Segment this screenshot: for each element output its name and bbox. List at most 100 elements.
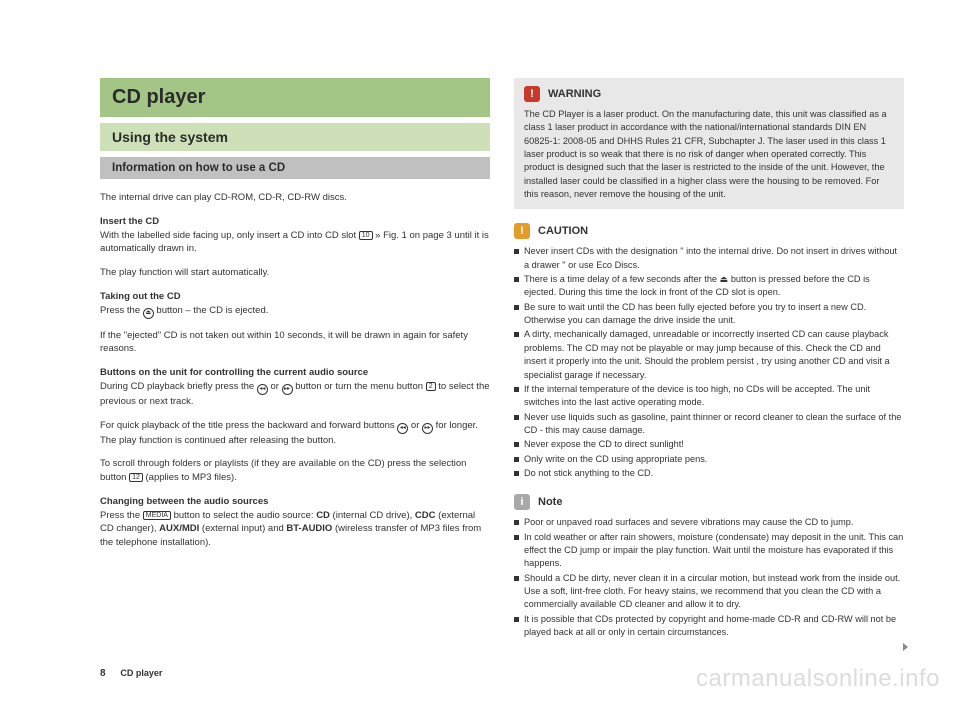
page-footer: 8 CD player: [100, 668, 162, 679]
list-item: Never expose the CD to direct sunlight!: [514, 438, 904, 451]
list-item: Never insert CDs with the designation " …: [514, 245, 904, 272]
list-item: Never use liquids such as gasoline, pain…: [514, 411, 904, 438]
list-item-text: Should a CD be dirty, never clean it in …: [524, 572, 904, 612]
bullet-icon: [514, 387, 519, 392]
forward-icon: ▸▸: [282, 384, 293, 395]
list-item-text: Do not stick anything to the CD.: [524, 467, 653, 480]
bullet-icon: [514, 332, 519, 337]
heading-changing: Changing between the audio sources: [100, 496, 268, 507]
paragraph: Insert the CD With the labelled side fac…: [100, 215, 490, 256]
text: button – the CD is ejected.: [154, 305, 269, 316]
slot-number-icon: 10: [359, 231, 373, 240]
paragraph: Buttons on the unit for controlling the …: [100, 366, 490, 409]
paragraph: For quick playback of the title press th…: [100, 419, 490, 448]
bullet-icon: [514, 442, 519, 447]
list-item-text: Never insert CDs with the designation " …: [524, 245, 904, 272]
media-button-icon: MEDIA: [143, 511, 171, 520]
list-item-text: A dirty, mechanically damaged, unreadabl…: [524, 328, 904, 381]
source-cd: CD: [316, 510, 330, 521]
heading-buttons: Buttons on the unit for controlling the …: [100, 367, 368, 378]
right-column: ! WARNING The CD Player is a laser produ…: [514, 78, 904, 653]
paragraph: Taking out the CD Press the ⏏ button – t…: [100, 290, 490, 319]
list-item-text: In cold weather or after rain showers, m…: [524, 531, 904, 571]
note-icon: i: [514, 494, 530, 510]
text: During CD playback briefly press the: [100, 381, 257, 392]
list-item: Should a CD be dirty, never clean it in …: [514, 572, 904, 612]
text: Press the: [100, 305, 143, 316]
list-item: If the internal temperature of the devic…: [514, 383, 904, 410]
rewind-icon: ◂◂: [397, 423, 408, 434]
list-item-text: It is possible that CDs protected by cop…: [524, 613, 904, 640]
list-item-text: Be sure to wait until the CD has been fu…: [524, 301, 904, 328]
bullet-icon: [514, 415, 519, 420]
text: (applies to MP3 files).: [143, 472, 237, 483]
list-item-text: Never expose the CD to direct sunlight!: [524, 438, 684, 451]
bullet-icon: [514, 617, 519, 622]
footer-chapter: CD player: [120, 668, 162, 678]
list-item: Only write on the CD using appropriate p…: [514, 453, 904, 466]
bullet-icon: [514, 305, 519, 310]
note-header: i Note: [514, 494, 904, 510]
caution-callout: ! CAUTION Never insert CDs with the desi…: [514, 223, 904, 480]
caution-header: ! CAUTION: [514, 223, 904, 239]
watermark: carmanualsonline.info: [696, 665, 940, 693]
warning-callout: ! WARNING The CD Player is a laser produ…: [514, 78, 904, 209]
caution-title: CAUTION: [538, 225, 588, 237]
text: button to select the audio source:: [171, 510, 316, 521]
chapter-title: CD player: [100, 78, 490, 117]
list-item-text: If the internal temperature of the devic…: [524, 383, 904, 410]
paragraph: To scroll through folders or playlists (…: [100, 457, 490, 485]
bullet-icon: [514, 535, 519, 540]
text: button or turn the menu button: [293, 381, 426, 392]
source-bt: BT-AUDIO: [286, 523, 332, 534]
list-item-text: Only write on the CD using appropriate p…: [524, 453, 707, 466]
continue-arrow-icon: [903, 643, 908, 651]
warning-header: ! WARNING: [524, 86, 894, 102]
paragraph: Changing between the audio sources Press…: [100, 495, 490, 550]
heading-insert: Insert the CD: [100, 216, 159, 227]
forward-icon: ▸▸: [422, 423, 433, 434]
eject-icon: ⏏: [143, 308, 154, 319]
list-item: Be sure to wait until the CD has been fu…: [514, 301, 904, 328]
list-item: Poor or unpaved road surfaces and severe…: [514, 516, 904, 529]
note-list: Poor or unpaved road surfaces and severe…: [514, 516, 904, 639]
list-item: A dirty, mechanically damaged, unreadabl…: [514, 328, 904, 381]
list-item-text: There is a time delay of a few seconds a…: [524, 273, 904, 300]
source-cdc: CDC: [415, 510, 436, 521]
list-item: There is a time delay of a few seconds a…: [514, 273, 904, 300]
text: or: [408, 420, 422, 431]
left-column: CD player Using the system Information o…: [100, 78, 490, 653]
caution-list: Never insert CDs with the designation " …: [514, 245, 904, 480]
section-title: Using the system: [100, 123, 490, 151]
warning-title: WARNING: [548, 88, 601, 100]
caution-icon: !: [514, 223, 530, 239]
list-item: It is possible that CDs protected by cop…: [514, 613, 904, 640]
bullet-icon: [514, 471, 519, 476]
source-aux: AUX/MDI: [159, 523, 199, 534]
warning-body: The CD Player is a laser product. On the…: [524, 108, 894, 201]
subsection-title: Information on how to use a CD: [100, 157, 490, 179]
page: CD player Using the system Information o…: [0, 0, 960, 673]
note-callout: i Note Poor or unpaved road surfaces and…: [514, 494, 904, 639]
bullet-icon: [514, 277, 519, 282]
text: With the labelled side facing up, only i…: [100, 230, 359, 241]
note-title: Note: [538, 496, 562, 508]
text: or: [268, 381, 282, 392]
paragraph: If the "ejected" CD is not taken out wit…: [100, 329, 490, 357]
text: (external input) and: [199, 523, 286, 534]
text: For quick playback of the title press th…: [100, 420, 397, 431]
page-number: 8: [100, 668, 106, 679]
heading-takeout: Taking out the CD: [100, 291, 181, 302]
rewind-icon: ◂◂: [257, 384, 268, 395]
list-item: Do not stick anything to the CD.: [514, 467, 904, 480]
list-item-text: Never use liquids such as gasoline, pain…: [524, 411, 904, 438]
paragraph: The internal drive can play CD-ROM, CD-R…: [100, 191, 490, 205]
bullet-icon: [514, 520, 519, 525]
paragraph: The play function will start automatical…: [100, 266, 490, 280]
text: Press the: [100, 510, 143, 521]
list-item-text: Poor or unpaved road surfaces and severe…: [524, 516, 853, 529]
bullet-icon: [514, 576, 519, 581]
selection-button-icon: 12: [129, 473, 143, 482]
bullet-icon: [514, 249, 519, 254]
menu-button-icon: 2: [426, 382, 436, 391]
